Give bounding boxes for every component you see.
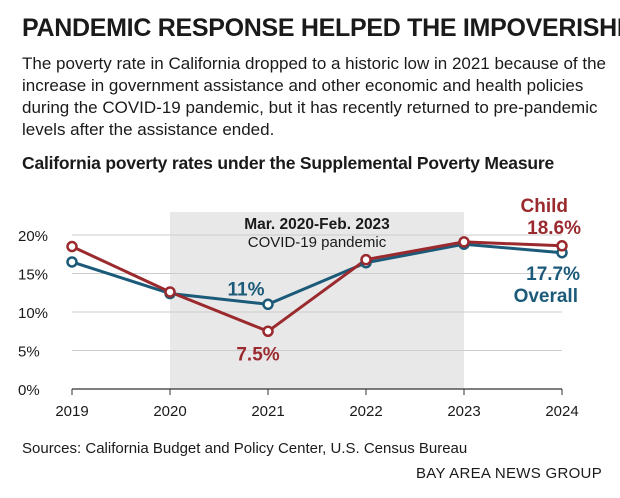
headline: PANDEMIC RESPONSE HELPED THE IMPOVERISHE… (22, 14, 620, 42)
child-point (556, 240, 568, 252)
source-note: Sources: California Budget and Policy Ce… (22, 440, 468, 457)
dek-text: The poverty rate in California dropped t… (22, 54, 607, 139)
y-tick-label: 15% (18, 267, 48, 284)
child-line (71, 240, 563, 333)
overall-point (262, 298, 274, 311)
pandemic-label: COVID-19 pandemic (248, 234, 387, 251)
series-lines (71, 240, 563, 333)
y-tick-label: 5% (18, 344, 40, 361)
pandemic-period-label: Mar. 2020-Feb. 2023 (244, 216, 390, 233)
child-point (262, 325, 274, 337)
x-tick-label: 2022 (349, 403, 382, 420)
child-point (360, 253, 372, 266)
x-tick-label: 2024 (545, 403, 578, 420)
x-tick-label: 2021 (251, 403, 284, 420)
overall-point (66, 256, 78, 268)
x-axis-ticks: 2019 2020 2021 2022 2023 2024 (55, 389, 579, 420)
credit: BAY AREA NEWS GROUP (415, 465, 602, 482)
y-axis-ticks: 0% 5% 10% 15% 20% (18, 228, 48, 399)
y-tick-label: 0% (18, 382, 40, 399)
x-tick-label: 2020 (153, 403, 186, 420)
x-tick-label: 2019 (55, 403, 88, 420)
overall-line (71, 242, 563, 306)
child-2021-label: 7.5% (236, 344, 279, 365)
overall-2021-label: 11% (228, 279, 265, 300)
child-point (458, 236, 470, 248)
x-tick-label: 2023 (447, 403, 480, 420)
child-point (164, 286, 176, 298)
child-2024-label: 18.6% (527, 218, 581, 239)
child-series-label: Child (521, 196, 569, 217)
y-tick-label: 20% (18, 228, 48, 245)
gridlines (72, 234, 562, 390)
series-points (66, 236, 568, 337)
chart-title: California poverty rates under the Suppl… (22, 153, 555, 173)
overall-2024-label: 17.7% (526, 264, 580, 285)
pandemic-shaded-region (170, 212, 464, 389)
overall-series-label: Overall (514, 286, 578, 307)
y-tick-label: 10% (18, 305, 48, 322)
child-point (66, 240, 78, 253)
